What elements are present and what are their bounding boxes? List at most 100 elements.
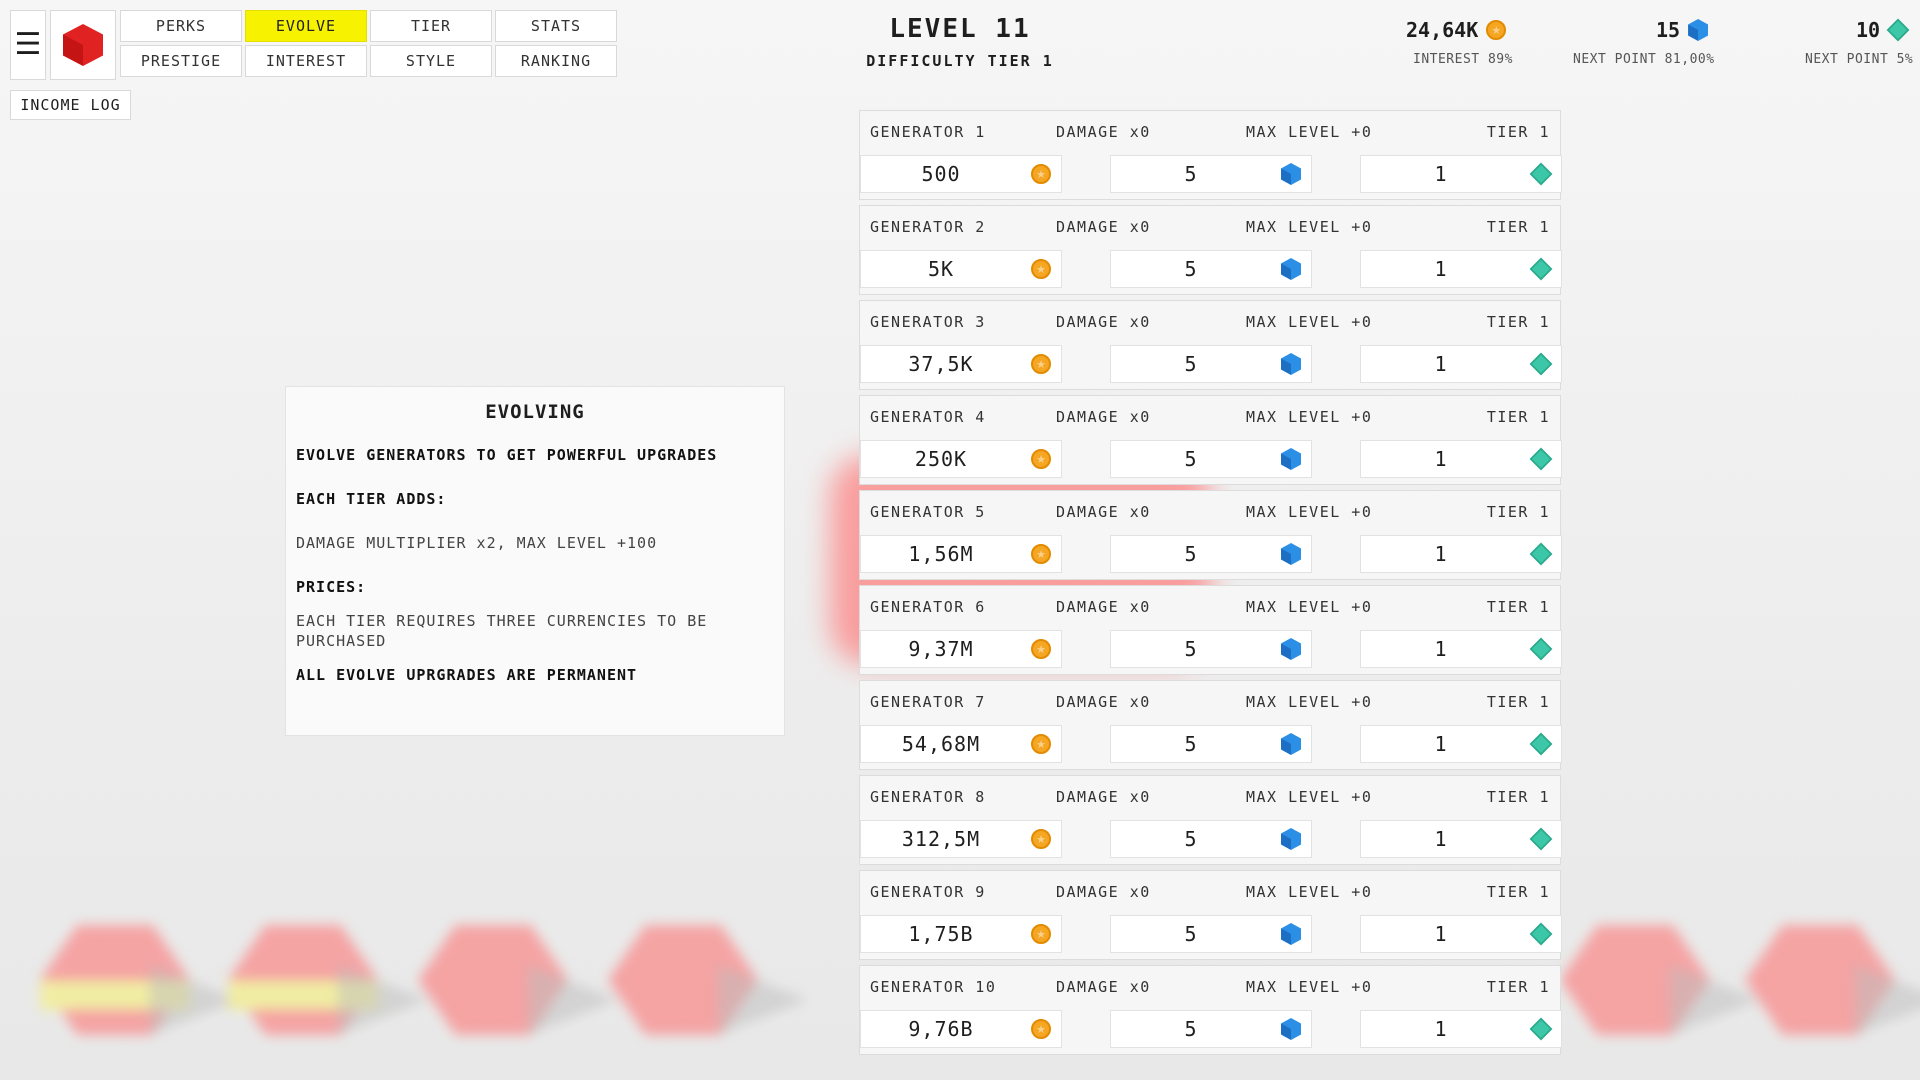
coin-cost-button[interactable]: 1,56M ★ — [860, 535, 1062, 573]
tab-interest[interactable]: INTEREST — [245, 45, 367, 77]
gem-cost-value: 5 — [1184, 637, 1198, 661]
diamond-cost-button[interactable]: 1 — [1360, 440, 1562, 478]
blue-gem-icon — [1281, 733, 1301, 755]
generator-name: GENERATOR 10 — [870, 978, 997, 996]
menu-button[interactable]: ☰ — [10, 10, 46, 80]
coin-cost-button[interactable]: 1,75B ★ — [860, 915, 1062, 953]
diamond-cost-value: 1 — [1434, 162, 1448, 186]
evolving-info-panel: EVOLVING EVOLVE GENERATORS TO GET POWERF… — [285, 386, 785, 736]
generator-row: GENERATOR 1 DAMAGE x0 MAX LEVEL +0 TIER … — [859, 110, 1562, 200]
coin-cost-button[interactable]: 9,76B ★ — [860, 1010, 1062, 1048]
generator-row: GENERATOR 3 DAMAGE x0 MAX LEVEL +0 TIER … — [859, 300, 1562, 390]
tab-evolve[interactable]: EVOLVE — [245, 10, 367, 42]
coin-cost-value: 54,68M — [901, 732, 981, 756]
coin-icon: ★ — [1031, 924, 1051, 944]
generator-damage: DAMAGE x0 — [1056, 503, 1151, 521]
generator-damage: DAMAGE x0 — [1056, 313, 1151, 331]
generator-tier: TIER 1 — [1486, 788, 1550, 806]
generator-row: GENERATOR 4 DAMAGE x0 MAX LEVEL +0 TIER … — [859, 395, 1562, 485]
tab-stats[interactable]: STATS — [495, 10, 617, 42]
gem-cost-button[interactable]: 5 — [1110, 630, 1312, 668]
coin-cost-value: 1,56M — [908, 542, 974, 566]
coin-cost-value: 9,37M — [908, 637, 974, 661]
diamond-cost-button[interactable]: 1 — [1360, 250, 1562, 288]
tab-ranking[interactable]: RANKING — [495, 45, 617, 77]
coin-cost-button[interactable]: 37,5K ★ — [860, 345, 1062, 383]
gem-cost-button[interactable]: 5 — [1110, 250, 1312, 288]
diamond-cost-button[interactable]: 1 — [1360, 630, 1562, 668]
generator-damage: DAMAGE x0 — [1056, 978, 1151, 996]
generator-damage: DAMAGE x0 — [1056, 598, 1151, 616]
gem-cost-button[interactable]: 5 — [1110, 345, 1312, 383]
gem-cost-button[interactable]: 5 — [1110, 155, 1312, 193]
diamond-cost-button[interactable]: 1 — [1360, 820, 1562, 858]
coin-cost-button[interactable]: 5K ★ — [860, 250, 1062, 288]
diamond-cost-button[interactable]: 1 — [1360, 725, 1562, 763]
generator-max-level: MAX LEVEL +0 — [1246, 313, 1373, 331]
coin-icon: ★ — [1486, 20, 1507, 40]
generator-max-level: MAX LEVEL +0 — [1246, 123, 1373, 141]
diamond-cost-value: 1 — [1434, 1017, 1448, 1041]
gem-cost-button[interactable]: 5 — [1110, 1010, 1312, 1048]
coin-cost-button[interactable]: 312,5M ★ — [860, 820, 1062, 858]
tab-perks[interactable]: PERKS — [120, 10, 242, 42]
generator-max-level: MAX LEVEL +0 — [1246, 408, 1373, 426]
tab-style[interactable]: STYLE — [370, 45, 492, 77]
gem-cost-button[interactable]: 5 — [1110, 535, 1312, 573]
coin-cost-value: 37,5K — [908, 352, 974, 376]
generator-tier: TIER 1 — [1486, 408, 1550, 426]
coin-cost-button[interactable]: 250K ★ — [860, 440, 1062, 478]
blue-gem-icon — [1281, 258, 1301, 280]
generator-row: GENERATOR 2 DAMAGE x0 MAX LEVEL +0 TIER … — [859, 205, 1562, 295]
gem-balance-value: 15 — [1656, 18, 1681, 42]
tab-prestige[interactable]: PRESTIGE — [120, 45, 242, 77]
gem-cost-value: 5 — [1184, 162, 1198, 186]
green-diamond-icon — [1886, 18, 1910, 42]
green-diamond-icon — [1529, 637, 1553, 661]
blue-gem-icon — [1281, 923, 1301, 945]
gem-cost-button[interactable]: 5 — [1110, 440, 1312, 478]
green-diamond-icon — [1529, 827, 1553, 851]
diamond-cost-value: 1 — [1434, 352, 1448, 376]
gem-cost-button[interactable]: 5 — [1110, 820, 1312, 858]
generator-row: GENERATOR 10 DAMAGE x0 MAX LEVEL +0 TIER… — [859, 965, 1562, 1055]
green-diamond-icon — [1529, 542, 1553, 566]
coin-cost-button[interactable]: 54,68M ★ — [860, 725, 1062, 763]
level-title: LEVEL 11 — [889, 14, 1031, 44]
tab-tier[interactable]: TIER — [370, 10, 492, 42]
info-tier-heading: EACH TIER ADDS: — [296, 490, 447, 508]
generator-tier: TIER 1 — [1486, 598, 1550, 616]
diamond-cost-button[interactable]: 1 — [1360, 345, 1562, 383]
blue-gem-icon — [1281, 543, 1301, 565]
gem-cost-button[interactable]: 5 — [1110, 725, 1312, 763]
generator-row: GENERATOR 7 DAMAGE x0 MAX LEVEL +0 TIER … — [859, 680, 1562, 770]
difficulty-label: DIFFICULTY TIER 1 — [866, 52, 1054, 70]
logo-button[interactable] — [50, 10, 116, 80]
background-hex — [40, 925, 240, 1055]
gem-cost-value: 5 — [1184, 542, 1198, 566]
diamond-cost-button[interactable]: 1 — [1360, 1010, 1562, 1048]
diamond-cost-button[interactable]: 1 — [1360, 155, 1562, 193]
blue-gem-icon — [1281, 448, 1301, 470]
tab-bar: PERKS EVOLVE TIER STATS PRESTIGE INTERES… — [120, 10, 617, 77]
green-diamond-icon — [1529, 352, 1553, 376]
generator-name: GENERATOR 7 — [870, 693, 986, 711]
info-prices-heading: PRICES: — [296, 578, 367, 596]
diamond-cost-button[interactable]: 1 — [1360, 915, 1562, 953]
generator-name: GENERATOR 5 — [870, 503, 986, 521]
diamond-cost-button[interactable]: 1 — [1360, 535, 1562, 573]
blue-gem-icon — [1281, 163, 1301, 185]
gem-cost-button[interactable]: 5 — [1110, 915, 1312, 953]
coin-cost-button[interactable]: 9,37M ★ — [860, 630, 1062, 668]
coin-cost-button[interactable]: 500 ★ — [860, 155, 1062, 193]
gem-cost-value: 5 — [1184, 352, 1198, 376]
generator-name: GENERATOR 2 — [870, 218, 986, 236]
generator-max-level: MAX LEVEL +0 — [1246, 503, 1373, 521]
hamburger-menu-icon: ☰ — [14, 27, 42, 62]
income-log-button[interactable]: INCOME LOG — [10, 90, 131, 120]
generator-name: GENERATOR 6 — [870, 598, 986, 616]
diamond-balance-value: 10 — [1856, 18, 1881, 42]
background-hex — [228, 925, 428, 1055]
blue-gem-icon — [1281, 353, 1301, 375]
gem-cost-value: 5 — [1184, 922, 1198, 946]
